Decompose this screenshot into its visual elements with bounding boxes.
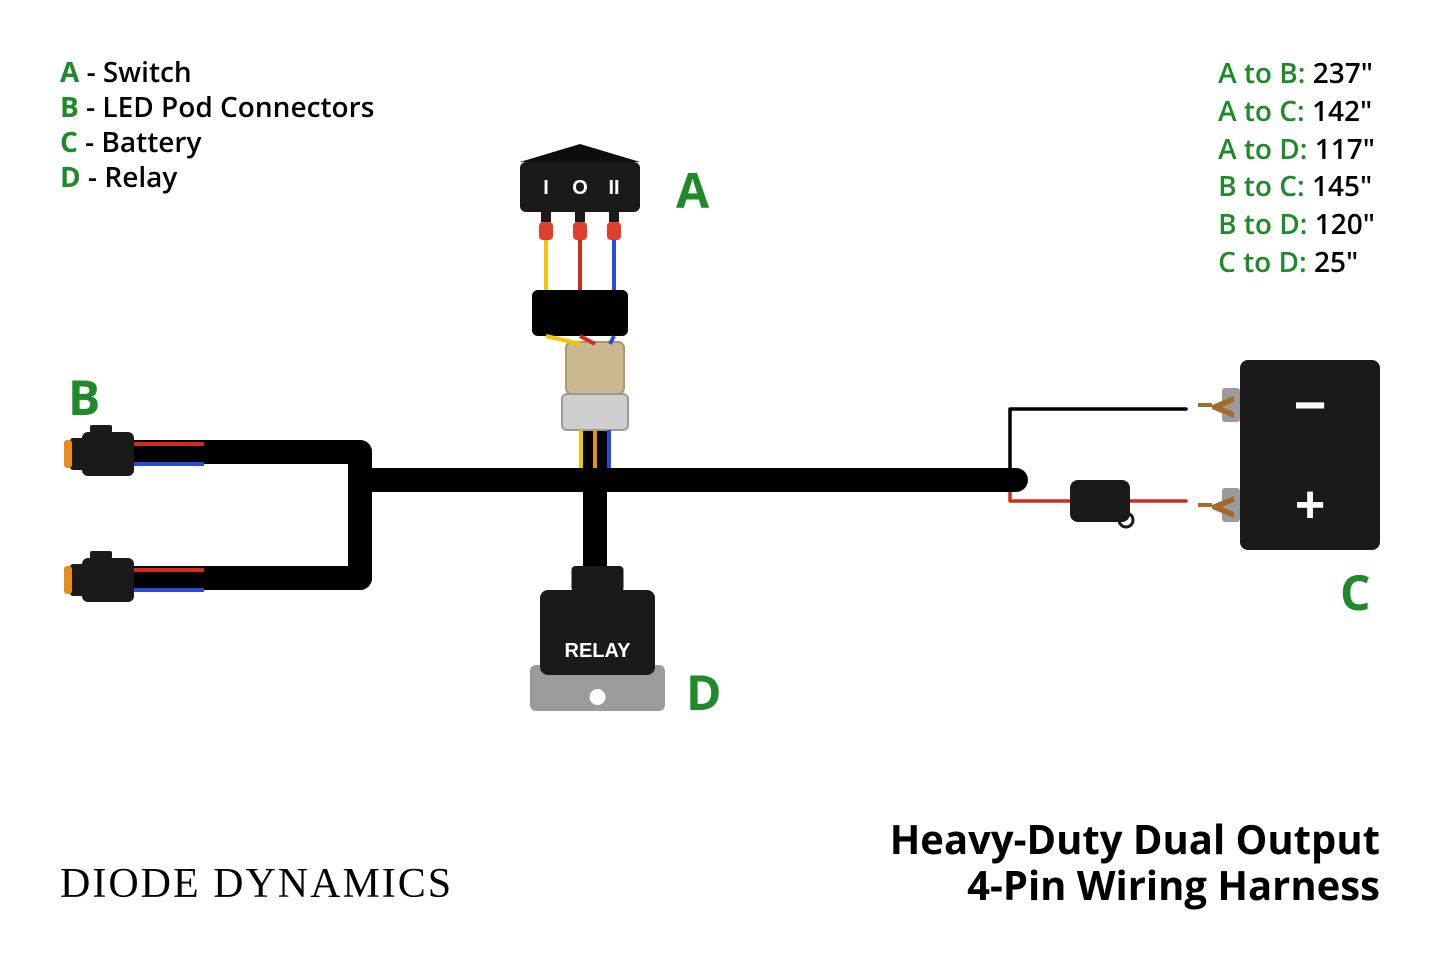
title-line: 4-Pin Wiring Harness xyxy=(890,862,1380,908)
title-line: Heavy-Duty Dual Output xyxy=(890,816,1380,862)
svg-text:II: II xyxy=(608,177,619,199)
svg-text:O: O xyxy=(572,177,588,199)
svg-text:−: − xyxy=(1294,373,1327,436)
brand-name: DIODE DYNAMICS xyxy=(60,860,453,908)
svg-text:I: I xyxy=(543,177,549,199)
svg-text:RELAY: RELAY xyxy=(565,640,632,662)
svg-text:+: + xyxy=(1295,476,1325,534)
product-title: Heavy-Duty Dual Output 4-Pin Wiring Harn… xyxy=(890,816,1380,908)
